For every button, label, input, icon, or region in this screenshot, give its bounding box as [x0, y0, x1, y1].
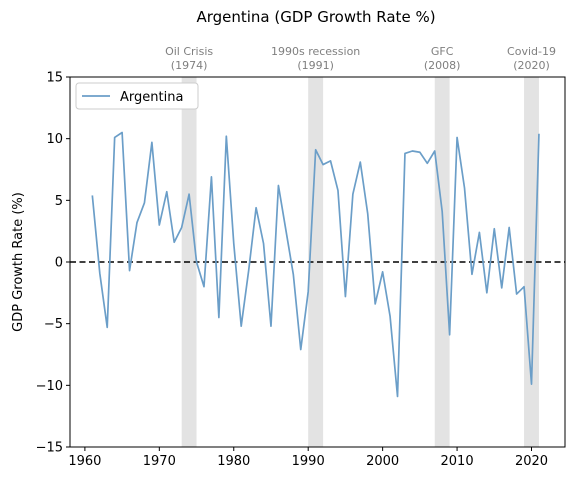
x-tick-label-1970: 1970 — [143, 454, 176, 469]
y-axis-label: GDP Growth Rate (%) — [11, 192, 26, 332]
series-lines — [91, 131, 540, 398]
legend-box — [75, 82, 199, 110]
event-band-1 — [308, 77, 324, 447]
event-year-2: (2008) — [424, 59, 461, 72]
event-label-0: Oil Crisis — [165, 45, 213, 58]
x-tick-label-1980: 1980 — [217, 454, 250, 469]
series-line-argentina — [91, 131, 540, 398]
x-tick-label-2000: 2000 — [366, 454, 399, 469]
event-annotations: Oil Crisis(1974) 1990s recession(1991) GFC… — [165, 45, 556, 72]
y-axis: −15 −10 −5 0 5 10 15 — [36, 71, 70, 456]
y-tick-label--10: −10 — [36, 379, 63, 394]
legend-label-argentina: Argentina — [120, 90, 183, 105]
y-tick-label-5: 5 — [55, 194, 63, 209]
y-tick-label--5: −5 — [44, 317, 63, 332]
event-year-3: (2020) — [513, 59, 550, 72]
event-year-0: (1974) — [171, 59, 208, 72]
y-tick-label--15: −15 — [36, 441, 63, 456]
event-label-2: GFC — [431, 45, 454, 58]
event-label-1: 1990s recession — [271, 45, 360, 58]
x-tick-label-1990: 1990 — [292, 454, 325, 469]
y-tick-label-10: 10 — [46, 132, 63, 147]
chart-title: Argentina (GDP Growth Rate %) — [196, 8, 435, 26]
event-label-3: Covid-19 — [507, 45, 556, 58]
x-tick-label-2020: 2020 — [515, 454, 548, 469]
y-tick-label-15: 15 — [46, 71, 63, 86]
x-tick-label-1960: 1960 — [68, 454, 101, 469]
x-tick-label-2010: 2010 — [441, 454, 474, 469]
event-year-1: (1991) — [297, 59, 334, 72]
y-tick-label-0: 0 — [55, 256, 63, 271]
x-axis: 1960 1970 1980 1990 2000 2010 2020 — [68, 447, 548, 469]
legend: Argentina — [75, 82, 199, 110]
